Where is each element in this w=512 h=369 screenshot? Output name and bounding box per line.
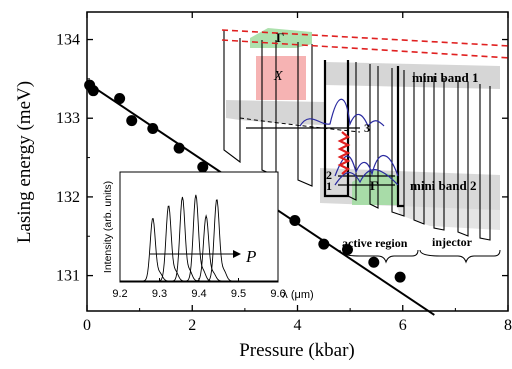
data-point-4 <box>147 122 159 134</box>
inset-y-axis-label: Intensity (arb. units) <box>102 181 114 273</box>
mini-band-1-region <box>325 62 500 89</box>
active-region-brace <box>339 249 419 264</box>
level-1-label: 1 <box>326 179 332 193</box>
inset-x-tick-label-4: 9.6 <box>270 288 285 300</box>
inset-annotation-p: P <box>245 247 256 266</box>
x-tick-label-0: 0 <box>83 317 91 334</box>
y-axis-label: Lasing energy (meV) <box>14 81 35 243</box>
dashed-injector-edge <box>239 117 361 133</box>
x-tick-label-4: 8 <box>504 317 512 334</box>
inset-pressure-arrowhead <box>233 250 241 258</box>
y-tick-label-3: 134 <box>56 32 80 49</box>
active-region-label: active region <box>342 236 408 250</box>
data-point-11 <box>318 238 330 250</box>
barrier-wall <box>223 30 241 164</box>
x-valley-label: X <box>273 69 283 84</box>
y-tick-label-0: 131 <box>56 268 80 285</box>
data-point-5 <box>173 142 185 154</box>
active-well-wall <box>396 66 404 208</box>
data-point-10 <box>289 215 301 227</box>
dashed-band-edge-upper <box>221 29 511 47</box>
data-point-3 <box>126 115 138 127</box>
gamma-bottom-label: Γ <box>370 178 378 193</box>
data-point-1 <box>87 85 99 97</box>
inset-x-axis-label: λ (μm) <box>282 289 313 301</box>
gamma-bottom-region <box>352 170 398 205</box>
wavefunction-ground <box>334 169 399 186</box>
barrier-wall <box>413 72 425 225</box>
data-point-14 <box>394 271 406 283</box>
lasing-transition-arrow <box>337 131 351 175</box>
level-2-label: 2 <box>326 168 332 182</box>
data-point-13 <box>368 256 380 268</box>
barrier-wall <box>457 80 469 237</box>
barrier-wall <box>433 76 445 231</box>
y-tick-label-1: 132 <box>56 189 80 206</box>
inset-frame <box>119 171 279 283</box>
injector-label: injector <box>432 235 473 249</box>
inset-spectrum: 9.2 9.3 9.4 9.5 9.6 P Intensity (arb. units)… <box>102 171 314 301</box>
data-point-2 <box>114 93 126 105</box>
inset-x-axis: 9.2 9.3 9.4 9.5 9.6 <box>112 278 286 300</box>
x-tick-label-3: 6 <box>399 317 407 334</box>
inset-x-tick-label-1: 9.3 <box>152 288 167 300</box>
barrier-wall <box>297 42 313 187</box>
inset-x-tick-label-2: 9.4 <box>191 288 206 300</box>
wavefunction-upper <box>299 98 385 128</box>
barrier-wall <box>369 64 379 209</box>
injector-brace <box>419 249 501 264</box>
data-point-6 <box>197 161 209 173</box>
inset-x-tick-label-0: 9.2 <box>112 288 127 300</box>
band-diagram: Γ X Γ mini band 1 mini band 2 3 2 1 acti… <box>221 28 511 264</box>
mini-band-1-label: mini band 1 <box>412 70 478 85</box>
x-tick-label-2: 4 <box>294 317 302 334</box>
data-point-12 <box>341 244 353 256</box>
x-axis-label: Pressure (kbar) <box>239 340 355 361</box>
mini-band-2-label: mini band 2 <box>410 178 476 193</box>
x-axis: 0 2 4 6 8 <box>83 12 512 334</box>
barrier-wall <box>391 68 405 217</box>
x-tick-label-1: 2 <box>188 317 196 334</box>
level-3-label: 3 <box>364 121 370 135</box>
barrier-wall <box>479 84 491 241</box>
dashed-band-edge-lower <box>221 39 511 59</box>
gamma-top-label: Γ <box>276 30 284 45</box>
y-tick-label-2: 133 <box>56 110 80 127</box>
wavefunction-lower <box>334 155 399 177</box>
inset-x-tick-label-3: 9.5 <box>231 288 246 300</box>
